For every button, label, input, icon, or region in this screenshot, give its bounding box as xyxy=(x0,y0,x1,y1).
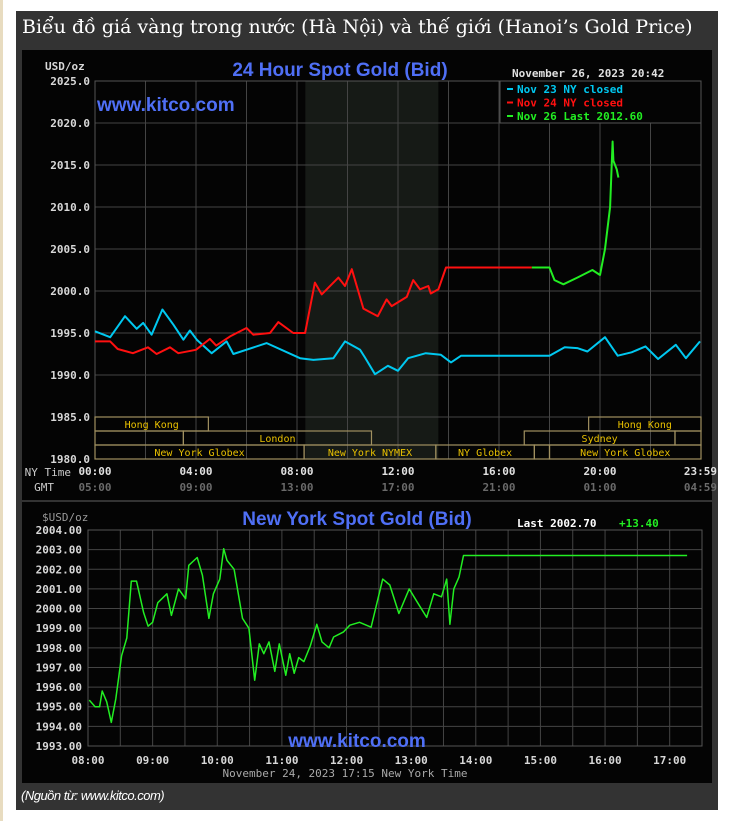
series-line xyxy=(94,308,701,376)
series-line xyxy=(88,547,688,724)
session-label: Hong Kong xyxy=(618,420,672,431)
x-tick-label-ny: 20:00 xyxy=(583,465,616,478)
legend-label: Nov 24 NY closed xyxy=(517,97,623,110)
page-title: Biểu đồ giá vàng trong nước (Hà Nội) và … xyxy=(22,16,693,38)
x-tick-label-ny: 08:00 xyxy=(280,465,313,478)
chart-title: 24 Hour Spot Gold (Bid) xyxy=(232,60,447,81)
chart-timestamp: November 26, 2023 20:42 xyxy=(512,67,664,80)
x-tick-label-ny: 00:00 xyxy=(78,465,111,478)
session-label: London xyxy=(259,434,295,445)
y-tick-label: 1999.00 xyxy=(36,622,82,635)
session-box xyxy=(548,444,702,460)
watermark: www.kitco.com xyxy=(96,95,235,116)
x-tick-label: 13:00 xyxy=(395,754,428,767)
chart-ny-background xyxy=(22,502,712,783)
y-tick-label: 1996.00 xyxy=(36,681,82,694)
y-tick-label: 1980.0 xyxy=(50,453,90,466)
x-tick-label-gmt: 09:00 xyxy=(179,481,212,494)
y-tick-label: 2020.0 xyxy=(50,117,90,130)
source-caption: (Nguồn từ: www.kitco.com) xyxy=(21,788,165,803)
x-tick-label-gmt: 04:59 xyxy=(684,481,717,494)
x-tick-label: 09:00 xyxy=(136,754,169,767)
x-tick-label-gmt: 21:00 xyxy=(482,481,515,494)
session-label: Sydney xyxy=(582,434,618,445)
session-label: New York Globex xyxy=(580,448,670,459)
x-tick-label: 16:00 xyxy=(588,754,621,767)
y-tick-label: 2005.0 xyxy=(50,243,90,256)
y-tick-label: 1993.00 xyxy=(36,740,82,753)
x-tick-label: 17:00 xyxy=(653,754,686,767)
y-tick-label: 2001.00 xyxy=(36,583,82,596)
nymex-shaded-region xyxy=(305,81,439,459)
x-tick-label: 10:00 xyxy=(201,754,234,767)
x-tick-label: 08:00 xyxy=(71,754,104,767)
legend-box xyxy=(499,80,702,124)
x-tick-label: 11:00 xyxy=(265,754,298,767)
y-axis-unit: $USD/oz xyxy=(42,511,88,524)
y-tick-label: 1997.00 xyxy=(36,661,82,674)
x-row-label-ny: NY Time xyxy=(25,466,71,479)
plot-border xyxy=(87,529,703,747)
session-label: New York Globex xyxy=(154,448,244,459)
legend-label: Nov 26 Last 2012.60 xyxy=(517,110,643,123)
session-box xyxy=(94,430,184,446)
session-box xyxy=(674,430,702,446)
y-tick-label: 1985.0 xyxy=(50,411,90,424)
y-tick-label: 1995.00 xyxy=(36,701,82,714)
y-tick-label: 2003.00 xyxy=(36,544,82,557)
session-box xyxy=(533,444,551,460)
x-tick-label-ny: 12:00 xyxy=(381,465,414,478)
y-tick-label: 2000.0 xyxy=(50,285,90,298)
page-edge xyxy=(0,0,3,821)
x-tick-label-ny: 04:00 xyxy=(179,465,212,478)
series-line xyxy=(95,266,532,355)
x-axis-label: November 24, 2023 17:15 New York Time xyxy=(222,767,467,780)
y-tick-label: 1990.0 xyxy=(50,369,90,382)
watermark: www.kitco.com xyxy=(287,731,426,752)
y-tick-label: 2015.0 xyxy=(50,159,90,172)
series-line xyxy=(531,140,620,286)
session-label: New York NYMEX xyxy=(328,448,412,459)
x-row-label-gmt: GMT xyxy=(34,481,54,494)
x-tick-label-ny: 23:59 xyxy=(684,465,717,478)
x-tick-label-gmt: 01:00 xyxy=(583,481,616,494)
x-tick-label: 12:00 xyxy=(330,754,363,767)
y-tick-label: 2000.00 xyxy=(36,603,82,616)
legend-label: Nov 23 NY closed xyxy=(517,83,623,96)
session-label: NY Globex xyxy=(458,448,512,459)
last-price: Last 2002.70 xyxy=(517,517,596,530)
y-axis-unit: USD/oz xyxy=(45,60,85,73)
x-tick-label-ny: 16:00 xyxy=(482,465,515,478)
y-tick-label: 1998.00 xyxy=(36,642,82,655)
x-tick-label: 14:00 xyxy=(459,754,492,767)
y-tick-label: 2025.0 xyxy=(50,75,90,88)
y-tick-label: 2004.00 xyxy=(36,524,82,537)
x-tick-label: 15:00 xyxy=(524,754,557,767)
y-tick-label: 2010.0 xyxy=(50,201,90,214)
session-label: Hong Kong xyxy=(125,420,179,431)
x-tick-label-gmt: 13:00 xyxy=(280,481,313,494)
chart-title: New York Spot Gold (Bid) xyxy=(242,509,471,530)
x-tick-label-gmt: 05:00 xyxy=(78,481,111,494)
y-tick-label: 1994.00 xyxy=(36,720,82,733)
y-tick-label: 2002.00 xyxy=(36,563,82,576)
x-tick-label-gmt: 17:00 xyxy=(381,481,414,494)
price-change: +13.40 xyxy=(619,517,659,530)
y-tick-label: 1995.0 xyxy=(50,327,90,340)
